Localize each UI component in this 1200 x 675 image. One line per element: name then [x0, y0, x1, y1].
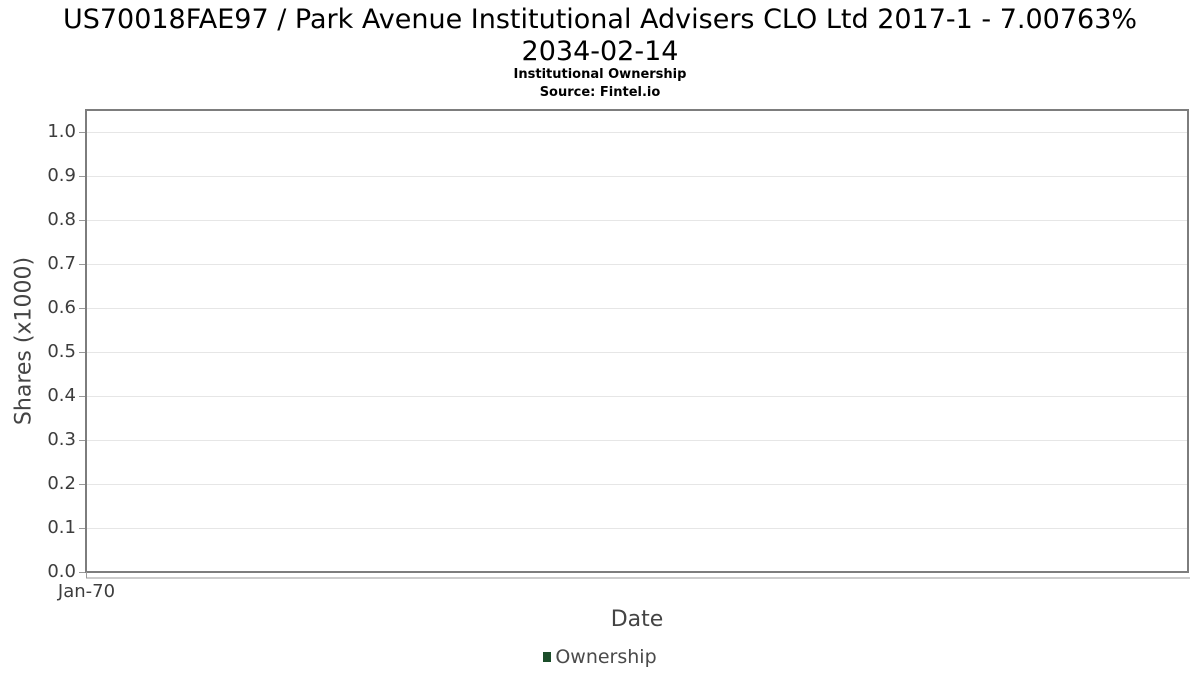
y-tick-label: 0.2 [47, 473, 76, 494]
y-tick-label: 0.9 [47, 165, 76, 186]
y-gridline [87, 176, 1187, 177]
y-tick-mark [79, 440, 85, 441]
y-tick-label: 1.0 [47, 121, 76, 142]
y-tick-mark [79, 308, 85, 309]
x-tick-mark [86, 572, 87, 578]
chart-subtitle: Institutional Ownership [513, 67, 687, 82]
y-tick-mark [79, 176, 85, 177]
y-tick-label: 0.1 [47, 517, 76, 538]
chart-source-credit: Source: Fintel.io [539, 85, 661, 100]
y-tick-label: 0.4 [47, 385, 76, 406]
y-gridline [87, 132, 1187, 133]
x-tick-label: Jan-70 [57, 581, 116, 602]
y-tick-label: 0.7 [47, 253, 76, 274]
y-tick-label: 0.5 [47, 341, 76, 362]
legend-item-ownership[interactable]: Ownership [543, 645, 657, 669]
x-axis-title: Date [610, 607, 664, 632]
chart-title-line-2: 2034-02-14 [521, 36, 679, 67]
y-tick-mark [79, 352, 85, 353]
y-gridline [87, 352, 1187, 353]
plot-area [85, 109, 1189, 573]
y-tick-mark [79, 572, 85, 573]
y-tick-mark [79, 484, 85, 485]
y-tick-mark [79, 528, 85, 529]
x-axis-line [86, 577, 1190, 579]
y-gridline [87, 264, 1187, 265]
legend: Ownership [0, 645, 1200, 669]
y-gridline [87, 220, 1187, 221]
y-tick-mark [79, 132, 85, 133]
legend-item-label: Ownership [555, 646, 657, 668]
y-tick-label: 0.8 [47, 209, 76, 230]
y-tick-mark [79, 264, 85, 265]
y-gridline [87, 396, 1187, 397]
y-gridline [87, 440, 1187, 441]
y-gridline [87, 528, 1187, 529]
y-tick-mark [79, 396, 85, 397]
y-tick-label: 0.6 [47, 297, 76, 318]
legend-series-marker-icon [543, 652, 552, 662]
y-tick-label: 0.0 [47, 561, 76, 582]
y-gridline [87, 484, 1187, 485]
y-gridline [87, 308, 1187, 309]
chart-title-line-1: US70018FAE97 / Park Avenue Institutional… [62, 4, 1138, 35]
y-tick-mark [79, 220, 85, 221]
y-tick-label: 0.3 [47, 429, 76, 450]
